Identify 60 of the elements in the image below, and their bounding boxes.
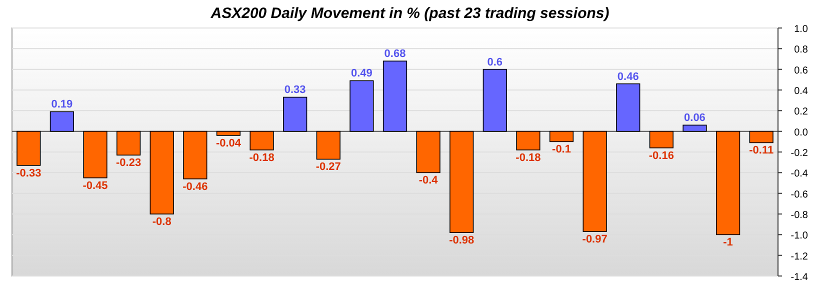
bar — [416, 130, 440, 174]
y-tick-label: 0.2 — [794, 106, 808, 118]
bar — [482, 68, 507, 132]
y-tick-label: -0.4 — [790, 168, 808, 180]
bar — [582, 130, 607, 232]
bar — [450, 130, 474, 233]
bar — [350, 80, 374, 132]
bar — [216, 130, 241, 136]
y-tick-label: 0.4 — [794, 86, 808, 97]
bar — [316, 130, 340, 160]
bar — [16, 130, 41, 166]
bar — [682, 124, 707, 132]
bar — [283, 96, 308, 132]
y-tick-label: 0.6 — [794, 65, 808, 76]
data-label: -0.18 — [249, 152, 274, 164]
data-label: 0.49 — [350, 68, 372, 80]
data-label: -0.27 — [316, 161, 341, 174]
y-tick-label: 0.0 — [794, 127, 808, 138]
bar — [649, 130, 674, 148]
bar — [150, 130, 174, 214]
data-label: -0.33 — [16, 167, 42, 180]
data-label: -0.97 — [582, 234, 608, 246]
data-label: 0.68 — [384, 48, 406, 60]
bar — [50, 111, 74, 132]
bar — [516, 130, 540, 150]
bar — [616, 83, 640, 132]
data-label: -0.98 — [449, 234, 474, 247]
y-tick-label: -0.8 — [790, 210, 808, 221]
chart-title: ASX200 Daily Movement in % (past 23 trading sessions) — [210, 5, 610, 22]
y-tick-label: -0.2 — [790, 148, 808, 159]
data-label: -0.04 — [216, 137, 242, 150]
data-label: -0.16 — [648, 150, 674, 162]
data-label: -0.23 — [116, 157, 142, 170]
y-tick-label: -1.2 — [790, 251, 808, 262]
data-label: -1 — [723, 236, 733, 249]
data-label: -0.4 — [418, 174, 439, 187]
data-label: 0.46 — [617, 70, 639, 83]
bar — [382, 60, 408, 132]
bar — [83, 130, 108, 178]
bar — [716, 130, 740, 236]
data-label: -0.46 — [182, 180, 208, 193]
data-label: -0.45 — [82, 180, 108, 192]
bar — [183, 130, 208, 180]
bar — [116, 130, 141, 156]
bar — [250, 130, 274, 150]
y-tick-label: -1.4 — [790, 272, 808, 283]
data-label: -0.8 — [152, 216, 172, 228]
y-tick-label: -0.6 — [790, 189, 808, 200]
data-label: -0.1 — [552, 144, 572, 156]
data-label: 0.33 — [284, 84, 306, 96]
y-tick-label: 0.8 — [794, 44, 808, 56]
bar — [749, 130, 774, 144]
y-tick-label: 1.0 — [794, 24, 808, 35]
data-label: -0.18 — [516, 152, 541, 164]
data-label: 0.19 — [51, 98, 73, 111]
data-label: -0.11 — [749, 144, 774, 157]
data-label: 0.06 — [684, 112, 706, 124]
y-tick-label: -1.0 — [790, 230, 808, 242]
data-label: 0.6 — [487, 56, 503, 68]
bar — [549, 130, 574, 142]
